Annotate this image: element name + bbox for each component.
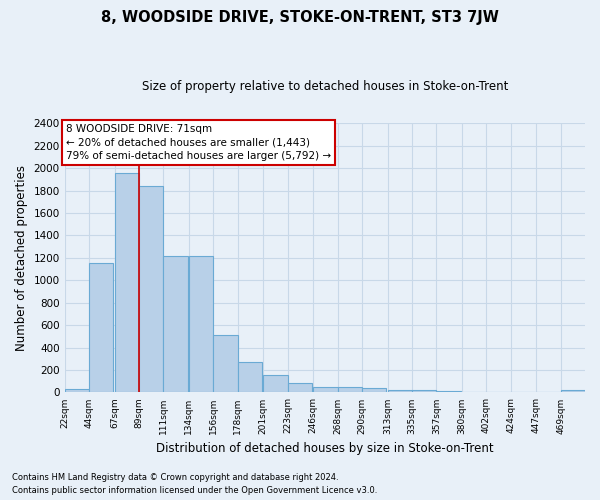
Bar	[214, 335, 238, 392]
Title: Size of property relative to detached houses in Stoke-on-Trent: Size of property relative to detached ho…	[142, 80, 508, 93]
Text: 8, WOODSIDE DRIVE, STOKE-ON-TRENT, ST3 7JW: 8, WOODSIDE DRIVE, STOKE-ON-TRENT, ST3 7…	[101, 10, 499, 25]
Text: 8 WOODSIDE DRIVE: 71sqm
← 20% of detached houses are smaller (1,443)
79% of semi: 8 WOODSIDE DRIVE: 71sqm ← 20% of detache…	[66, 124, 331, 161]
Bar	[115, 172, 139, 392]
Bar	[189, 256, 214, 392]
Bar	[412, 390, 436, 392]
Bar	[362, 388, 386, 392]
Bar	[163, 256, 188, 392]
Bar	[313, 387, 338, 392]
Bar	[238, 362, 262, 392]
Bar	[560, 390, 585, 392]
Bar	[139, 186, 163, 392]
Y-axis label: Number of detached properties: Number of detached properties	[15, 165, 28, 351]
X-axis label: Distribution of detached houses by size in Stoke-on-Trent: Distribution of detached houses by size …	[156, 442, 494, 455]
Bar	[287, 384, 312, 392]
Bar	[436, 390, 461, 392]
Text: Contains HM Land Registry data © Crown copyright and database right 2024.
Contai: Contains HM Land Registry data © Crown c…	[12, 474, 377, 495]
Bar	[263, 375, 287, 392]
Bar	[89, 264, 113, 392]
Bar	[388, 390, 412, 392]
Bar	[65, 389, 89, 392]
Bar	[338, 388, 362, 392]
